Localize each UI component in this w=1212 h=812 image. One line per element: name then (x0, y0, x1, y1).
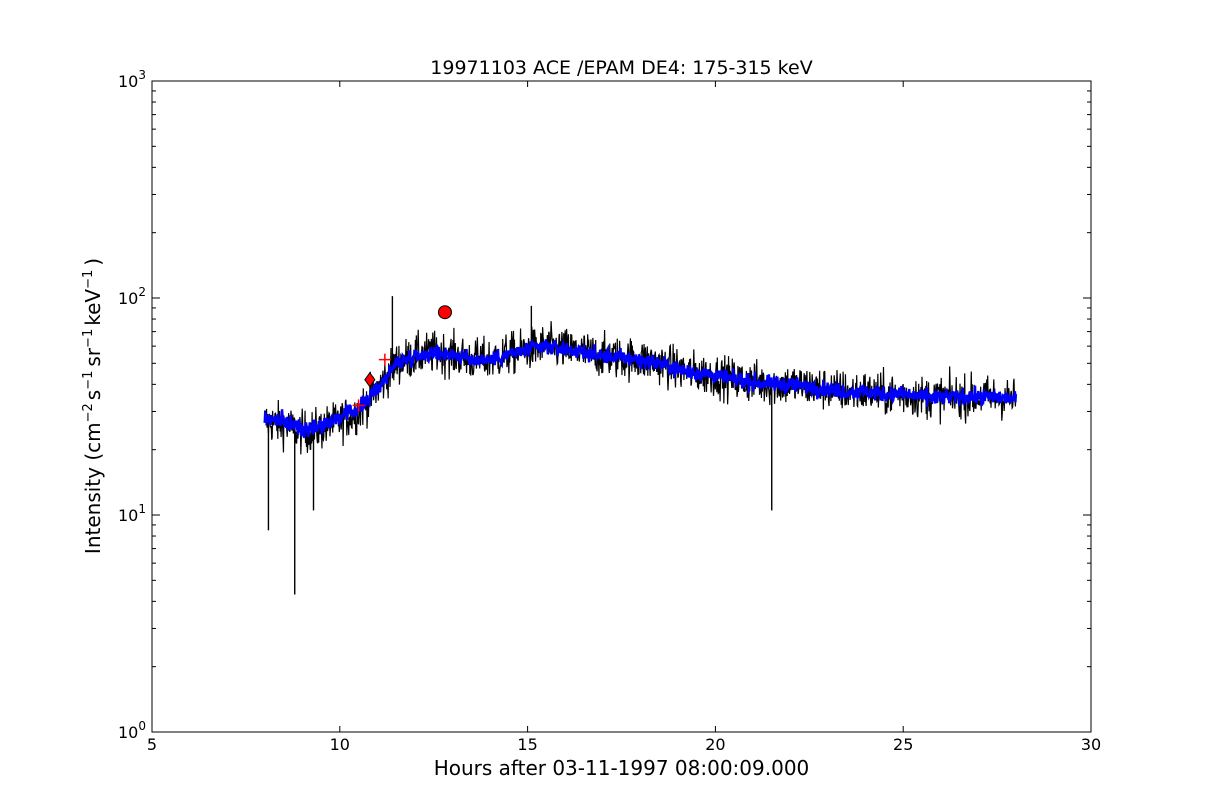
plot-content (263, 296, 1018, 595)
axis-ticks (151, 80, 1092, 733)
x-tick-label: 25 (893, 735, 913, 754)
y-label-sup1: −2 (81, 403, 96, 422)
x-tick-label: 15 (517, 735, 537, 754)
y-axis-label: Intensity (cm−2s−1sr−1keV−1) (81, 258, 105, 554)
x-tick-label: 20 (705, 735, 725, 754)
marker-diamond (364, 371, 376, 388)
marker-plus (378, 353, 391, 366)
y-tick-label: 102 (118, 285, 146, 308)
x-tick-label: 10 (330, 735, 350, 754)
marker-circle (437, 305, 452, 320)
y-label-sup3: −1 (81, 329, 96, 348)
y-label-sup4: −1 (81, 270, 96, 289)
y-label-pre: Intensity (cm (81, 422, 105, 554)
y-label-kev: keV (81, 289, 105, 326)
y-tick-label: 100 (118, 719, 146, 742)
x-axis-label: Hours after 03-11-1997 08:00:09.000 (434, 756, 810, 780)
y-label-sr: sr (81, 347, 105, 366)
y-tick-label: 101 (118, 502, 146, 525)
series-smoothed-line (263, 338, 1018, 438)
y-tick-label: 103 (118, 68, 146, 91)
tick-labels: 5 10 15 20 25 30 100 101 102 103 (118, 68, 1101, 754)
y-label-sup2: −1 (81, 371, 96, 390)
y-label-s: s (81, 390, 105, 400)
chart-title: 19971103 ACE /EPAM DE4: 175-315 keV (430, 57, 812, 79)
plot-frame (151, 80, 1092, 733)
x-tick-label: 30 (1081, 735, 1101, 754)
marker-plus (352, 399, 365, 412)
y-label-post: ) (81, 258, 105, 266)
x-tick-label: 5 (147, 735, 157, 754)
